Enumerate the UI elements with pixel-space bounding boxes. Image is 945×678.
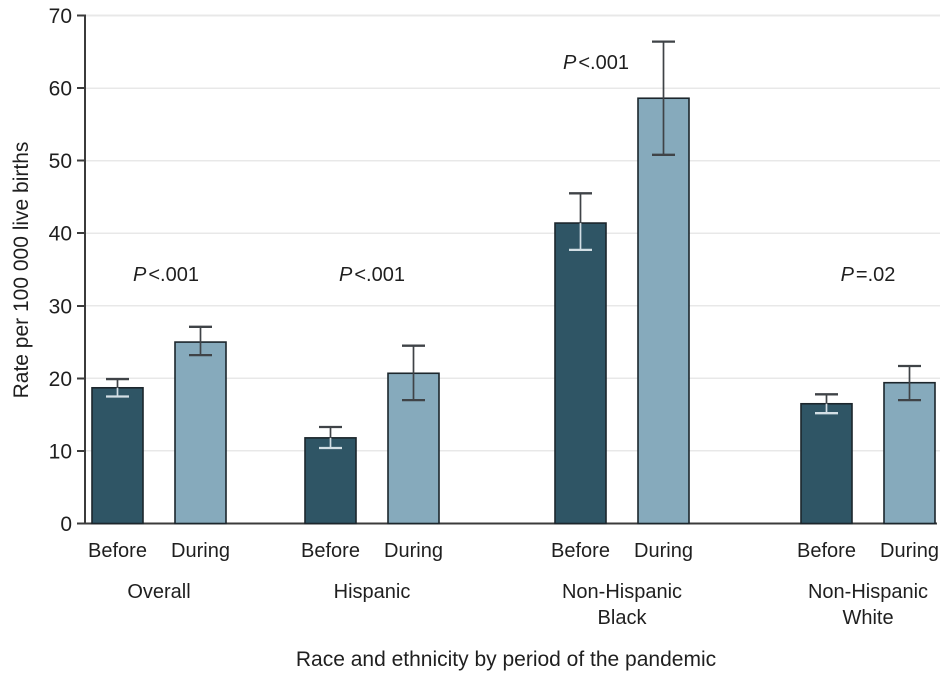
bar-hispanic-before bbox=[304, 437, 357, 525]
error-bars bbox=[106, 40, 921, 450]
x-axis-labels: Before During Overall Before During Hispanic B… bbox=[88, 540, 939, 629]
error-bar-hispanic-during bbox=[402, 344, 425, 402]
p-value-label-overall: P <.001 bbox=[133, 264, 199, 286]
x-tick-label-overall-during: During bbox=[171, 540, 230, 562]
error-bar-non-hispanic-white-before bbox=[815, 393, 838, 415]
x-tick-label-non-hispanic-black-before: Before bbox=[551, 540, 610, 562]
error-bar-hispanic-before bbox=[319, 425, 342, 450]
x-tick-label-overall-before: Before bbox=[88, 540, 147, 562]
p-value-labels: P <.001 P <.001 P <.001 P =.02 bbox=[133, 52, 895, 286]
x-axis-title: Race and ethnicity by period of the pand… bbox=[296, 648, 716, 671]
y-tick-label-20: 20 bbox=[49, 368, 72, 391]
y-axis-title: Rate per 100 000 live births bbox=[10, 142, 33, 399]
p-value-label-non-hispanic-white: P =.02 bbox=[841, 264, 896, 286]
y-tick-label-70: 70 bbox=[49, 5, 72, 28]
bar-non-hispanic-black-during bbox=[637, 97, 690, 525]
y-tick-label-30: 30 bbox=[49, 295, 72, 318]
y-tick-label-10: 10 bbox=[49, 440, 72, 463]
group-label-non-hispanic-black-line2: Black bbox=[598, 607, 648, 629]
y-tick-label-40: 40 bbox=[49, 223, 72, 246]
y-tick-labels: 0 10 20 30 40 50 60 70 bbox=[49, 5, 72, 536]
bar-non-hispanic-white-during bbox=[883, 381, 936, 525]
x-tick-label-hispanic-during: During bbox=[384, 540, 443, 562]
axes bbox=[83, 14, 937, 525]
group-label-non-hispanic-white-line2: White bbox=[842, 607, 893, 629]
bars bbox=[91, 97, 936, 525]
error-bar-non-hispanic-black-during bbox=[652, 40, 675, 156]
group-label-hispanic: Hispanic bbox=[334, 581, 411, 603]
bar-non-hispanic-black-before bbox=[554, 222, 607, 525]
group-label-non-hispanic-white-line1: Non-Hispanic bbox=[808, 581, 928, 603]
y-tick-marks bbox=[77, 14, 85, 525]
bar-overall-during bbox=[174, 341, 227, 525]
error-bar-overall-before bbox=[106, 377, 129, 398]
x-tick-label-non-hispanic-white-during: During bbox=[880, 540, 939, 562]
p-value-label-hispanic: P <.001 bbox=[339, 264, 405, 286]
y-tick-label-0: 0 bbox=[60, 513, 72, 536]
error-bar-overall-during bbox=[189, 325, 212, 357]
error-bar-non-hispanic-white-during bbox=[898, 364, 921, 402]
error-bar-non-hispanic-black-before bbox=[569, 192, 592, 252]
group-label-non-hispanic-black-line1: Non-Hispanic bbox=[562, 581, 682, 603]
gridlines bbox=[85, 14, 940, 452]
x-tick-label-hispanic-before: Before bbox=[301, 540, 360, 562]
x-tick-label-non-hispanic-white-before: Before bbox=[797, 540, 856, 562]
bar-overall-before bbox=[91, 386, 144, 525]
x-tick-label-non-hispanic-black-during: During bbox=[634, 540, 693, 562]
group-label-overall: Overall bbox=[127, 581, 190, 603]
bar-non-hispanic-white-before bbox=[800, 402, 853, 525]
p-value-label-non-hispanic-black: P <.001 bbox=[563, 52, 629, 74]
y-tick-label-60: 60 bbox=[49, 78, 72, 101]
y-tick-label-50: 50 bbox=[49, 150, 72, 173]
